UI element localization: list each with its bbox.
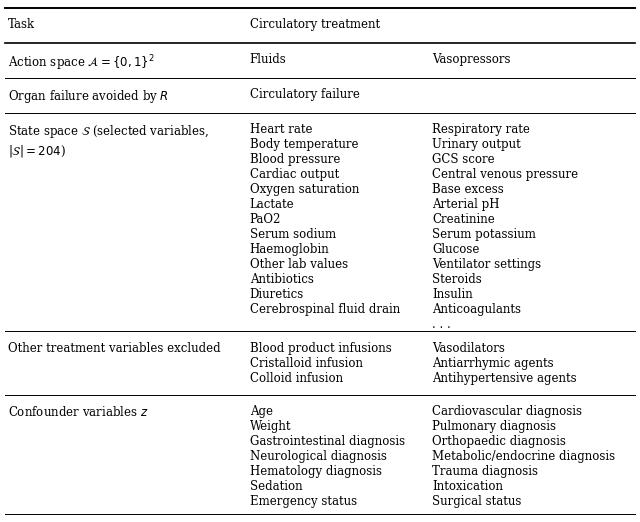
Text: Circulatory failure: Circulatory failure	[250, 88, 360, 101]
Text: Blood product infusions
Cristalloid infusion
Colloid infusion: Blood product infusions Cristalloid infu…	[250, 342, 391, 385]
Text: Vasopressors: Vasopressors	[432, 53, 511, 66]
Text: Fluids: Fluids	[250, 53, 286, 66]
Text: Circulatory treatment: Circulatory treatment	[250, 18, 380, 31]
Text: Action space $\mathcal{A} = \{0,1\}^2$: Action space $\mathcal{A} = \{0,1\}^2$	[8, 53, 154, 73]
Text: Cardiovascular diagnosis
Pulmonary diagnosis
Orthopaedic diagnosis
Metabolic/end: Cardiovascular diagnosis Pulmonary diagn…	[432, 405, 615, 508]
Text: Other treatment variables excluded: Other treatment variables excluded	[8, 342, 220, 355]
Text: Respiratory rate
Urinary output
GCS score
Central venous pressure
Base excess
Ar: Respiratory rate Urinary output GCS scor…	[432, 123, 578, 331]
Text: Heart rate
Body temperature
Blood pressure
Cardiac output
Oxygen saturation
Lact: Heart rate Body temperature Blood pressu…	[250, 123, 400, 316]
Text: Organ failure avoided by $R$: Organ failure avoided by $R$	[8, 88, 169, 105]
Text: State space $\mathcal{S}$ (selected variables,
$|\mathcal{S}| = 204$): State space $\mathcal{S}$ (selected vari…	[8, 123, 209, 159]
Text: Vasodilators
Antiarrhymic agents
Antihypertensive agents: Vasodilators Antiarrhymic agents Antihyp…	[432, 342, 577, 385]
Text: Confounder variables $z$: Confounder variables $z$	[8, 405, 148, 419]
Text: Task: Task	[8, 18, 35, 31]
Text: Age
Weight
Gastrointestinal diagnosis
Neurological diagnosis
Hematology diagnosi: Age Weight Gastrointestinal diagnosis Ne…	[250, 405, 404, 508]
